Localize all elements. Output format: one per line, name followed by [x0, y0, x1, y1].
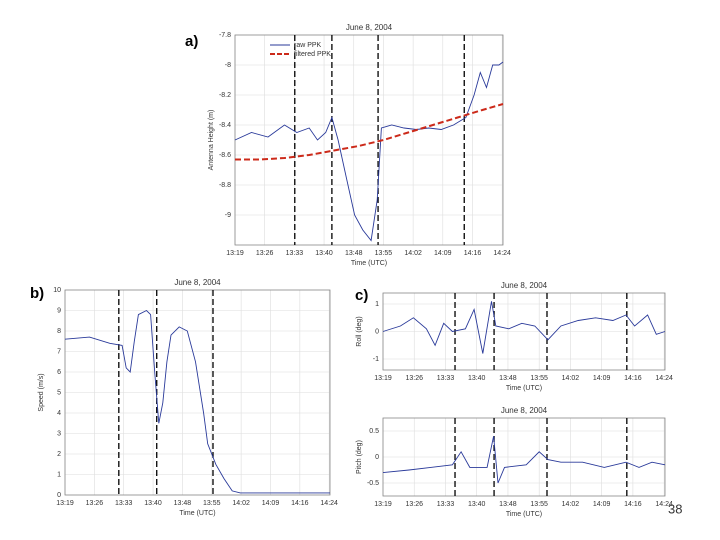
x-tick-label: 13:19: [226, 250, 244, 257]
y-tick-label: -9: [225, 212, 231, 219]
data-line: [382, 436, 666, 484]
y-tick-label: 0: [57, 492, 61, 499]
x-tick-label: 14:09: [262, 500, 280, 507]
y-tick-label: -8: [225, 62, 231, 69]
x-tick-label: 14:09: [434, 250, 452, 257]
y-tick-label: 6: [57, 369, 61, 376]
chart-title: June 8, 2004: [501, 281, 548, 290]
y-tick-label: 10: [53, 287, 61, 294]
x-tick-label: 14:16: [624, 501, 642, 508]
y-tick-label: -8.6: [219, 152, 231, 159]
x-tick-label: 13:40: [468, 375, 486, 382]
y-axis-label: Pitch (deg): [356, 440, 363, 474]
data-line: [382, 301, 666, 354]
x-axis-label: Time (UTC): [179, 510, 215, 517]
panel-label: c): [355, 287, 368, 304]
data-line: [235, 103, 504, 161]
x-tick-label: 13:55: [530, 501, 548, 508]
y-tick-label: 5: [57, 389, 61, 396]
x-tick-label: 13:55: [530, 375, 548, 382]
x-tick-label: 14:02: [562, 501, 580, 508]
x-tick-label: 13:26: [256, 250, 274, 257]
x-tick-label: 13:19: [56, 500, 74, 507]
y-tick-label: 0: [375, 328, 379, 335]
y-tick-label: 3: [57, 430, 61, 437]
panel-label: a): [185, 33, 198, 50]
x-tick-label: 14:09: [593, 375, 611, 382]
x-tick-label: 14:24: [655, 501, 673, 508]
y-tick-label: 2: [57, 451, 61, 458]
x-tick-label: 13:55: [203, 500, 221, 507]
plot-frame: [234, 34, 504, 246]
x-tick-label: 13:26: [405, 375, 423, 382]
x-tick-label: 14:02: [404, 250, 422, 257]
legend-label: raw PPK: [294, 42, 322, 49]
x-tick-label: 13:40: [144, 500, 162, 507]
y-tick-label: 1: [57, 471, 61, 478]
x-tick-label: 14:02: [562, 375, 580, 382]
x-tick-label: 13:33: [437, 501, 455, 508]
x-tick-label: 13:33: [437, 375, 455, 382]
chart-title: June 8, 2004: [346, 23, 393, 32]
x-axis-label: Time (UTC): [351, 260, 387, 267]
y-tick-label: 9: [57, 307, 61, 314]
y-axis-label: Speed (m/s): [38, 373, 45, 411]
x-tick-label: 14:16: [291, 500, 309, 507]
y-tick-label: 7: [57, 348, 61, 355]
data-line: [234, 61, 504, 242]
y-tick-label: 0: [375, 454, 379, 461]
y-tick-label: -8.4: [219, 122, 231, 129]
x-tick-label: 13:26: [86, 500, 104, 507]
x-tick-label: 13:40: [315, 250, 333, 257]
x-tick-label: 13:19: [374, 501, 392, 508]
x-tick-label: 13:40: [468, 501, 486, 508]
x-tick-label: 13:33: [115, 500, 133, 507]
x-tick-label: 13:26: [405, 501, 423, 508]
y-tick-label: 1: [375, 301, 379, 308]
y-tick-label: -0.5: [367, 480, 379, 487]
x-tick-label: 13:48: [499, 501, 517, 508]
x-tick-label: 13:19: [374, 375, 392, 382]
x-axis-label: Time (UTC): [506, 511, 542, 518]
x-tick-label: 14:02: [232, 500, 250, 507]
x-tick-label: 13:33: [286, 250, 304, 257]
y-axis-label: Roll (deg): [356, 316, 363, 346]
y-tick-label: -8.2: [219, 92, 231, 99]
page-number: 38: [668, 501, 682, 516]
x-tick-label: 14:16: [464, 250, 482, 257]
y-tick-label: -7.8: [219, 32, 231, 39]
data-line: [64, 309, 330, 494]
plot-frame: [64, 289, 331, 496]
x-axis-label: Time (UTC): [506, 385, 542, 392]
chart-title: June 8, 2004: [501, 406, 548, 415]
x-tick-label: 13:48: [345, 250, 363, 257]
y-tick-label: 0.5: [369, 428, 379, 435]
x-tick-label: 14:24: [655, 375, 673, 382]
y-tick-label: 8: [57, 328, 61, 335]
x-tick-label: 13:48: [499, 375, 517, 382]
x-tick-label: 14:24: [320, 500, 338, 507]
y-tick-label: -1: [373, 356, 379, 363]
y-axis-label: Antenna Height (m): [208, 110, 215, 171]
x-tick-label: 13:55: [375, 250, 393, 257]
x-tick-label: 14:16: [624, 375, 642, 382]
y-tick-label: -8.8: [219, 182, 231, 189]
x-tick-label: 14:09: [593, 501, 611, 508]
chart-title: June 8, 2004: [174, 278, 221, 287]
panel-label: b): [30, 285, 44, 302]
x-tick-label: 13:48: [174, 500, 192, 507]
x-tick-label: 14:24: [493, 250, 511, 257]
y-tick-label: 4: [57, 410, 61, 417]
plot-frame: [382, 417, 666, 497]
legend-label: filtered PPK: [294, 51, 331, 58]
